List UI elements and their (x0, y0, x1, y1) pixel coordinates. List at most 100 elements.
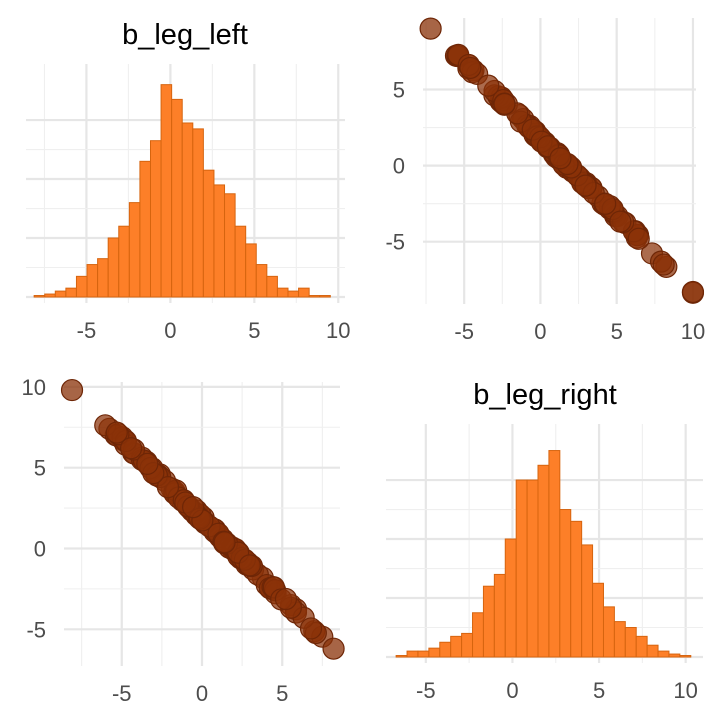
x-tick-label: 10 (673, 678, 697, 703)
histogram-bar (44, 293, 56, 298)
histogram-bar (581, 544, 594, 658)
x-tick-label: 5 (248, 318, 260, 343)
histogram-bar (592, 582, 604, 658)
histogram-bar (224, 193, 236, 298)
scatter-point (549, 147, 572, 170)
y-tick-label: 5 (393, 78, 405, 103)
scatter-point (574, 174, 597, 197)
histogram-bar (245, 243, 257, 298)
histogram-bar (65, 287, 77, 298)
scatter-point (459, 56, 482, 80)
scatter-point (238, 554, 261, 577)
scatter-point (419, 17, 442, 40)
histogram-bar (406, 650, 419, 658)
x-tick-label: -5 (77, 318, 97, 343)
histogram-bar (255, 264, 268, 298)
x-tick-label: 10 (681, 319, 705, 344)
y-tick-label: 0 (393, 154, 405, 179)
histogram-bar (192, 128, 204, 298)
histogram-bar (504, 538, 517, 658)
histogram-bar (75, 275, 88, 298)
scatter-points-panel-3 (60, 378, 345, 660)
histogram-bar (515, 479, 528, 658)
scatter-point (119, 437, 143, 460)
histogram-bars-panel-1 (33, 84, 331, 298)
histogram-bar (668, 653, 681, 658)
histogram-bar (107, 237, 120, 298)
histogram-bar (493, 573, 506, 658)
x-tick-label: 0 (196, 681, 208, 706)
histogram-bar (128, 202, 141, 298)
x-tick-label: 5 (593, 678, 605, 703)
histogram-bar (86, 264, 99, 298)
histogram-bar (298, 287, 310, 298)
histogram-bar (234, 225, 247, 298)
histogram-bar (450, 635, 463, 658)
histogram-bar (635, 635, 648, 658)
histogram-bar (287, 290, 300, 298)
histogram-bar (428, 647, 441, 658)
scatter-point (182, 496, 205, 519)
x-tick-label: 5 (611, 319, 623, 344)
x-tick-label: 5 (276, 681, 288, 706)
histogram-bar (602, 606, 615, 658)
scatter-point (322, 637, 345, 660)
scatter-point (213, 531, 236, 554)
histogram-bar (570, 520, 583, 658)
histogram-bar (482, 585, 495, 658)
histogram-bar (118, 225, 130, 298)
x-tick-label: -5 (416, 678, 436, 703)
scatter-point (594, 192, 617, 215)
histogram-bar (559, 509, 572, 658)
histogram-bar (54, 290, 67, 298)
x-tick-label: 0 (164, 318, 176, 343)
scatter-point (274, 587, 298, 611)
x-tick-label: 0 (506, 678, 518, 703)
histogram-bar (308, 295, 321, 298)
histogram-bar (657, 650, 670, 658)
histogram-bar (97, 258, 109, 298)
y-tick-label: 0 (34, 536, 46, 561)
scatter-point (156, 476, 180, 499)
histogram-bar (33, 295, 46, 298)
scatter-point (136, 452, 159, 475)
histogram-bar (472, 612, 484, 658)
panel-title-b-leg-left: b_leg_left (122, 19, 248, 51)
scatter-point (60, 378, 84, 402)
histogram-bar (160, 84, 173, 298)
histogram-bar (679, 655, 692, 658)
scatter-point (105, 421, 128, 444)
panel-title-b-leg-right: b_leg_right (473, 379, 617, 411)
histogram-bar (461, 632, 474, 658)
histogram-bar (171, 98, 183, 298)
histogram-bar (395, 655, 408, 658)
y-tick-label: -5 (26, 617, 46, 642)
scatter-point (681, 280, 705, 304)
histogram-bar (439, 641, 452, 658)
x-tick-label: 10 (326, 318, 350, 343)
histogram-bar (646, 644, 659, 658)
scatter-point (477, 74, 500, 97)
scatter-point (299, 617, 323, 640)
histogram-bar (548, 450, 561, 658)
histogram-bar (526, 479, 539, 658)
histogram-bar (319, 295, 331, 298)
histogram-bar (624, 627, 637, 658)
histogram-bars-panel-4 (395, 450, 692, 658)
histogram-bar (417, 650, 430, 658)
scatter-points-panel-2 (419, 17, 705, 304)
y-tick-label: -5 (385, 230, 405, 255)
x-tick-label: -5 (454, 319, 474, 344)
scatter-point (627, 227, 650, 250)
histogram-bar (149, 140, 162, 298)
histogram-bar (181, 122, 194, 298)
scatter-point (493, 92, 516, 116)
y-tick-label: 5 (34, 456, 46, 481)
histogram-bar (202, 169, 215, 298)
histogram-bar (276, 287, 289, 298)
scatter-point (652, 253, 675, 276)
y-tick-label: 10 (22, 375, 46, 400)
scatter-point (609, 210, 632, 233)
